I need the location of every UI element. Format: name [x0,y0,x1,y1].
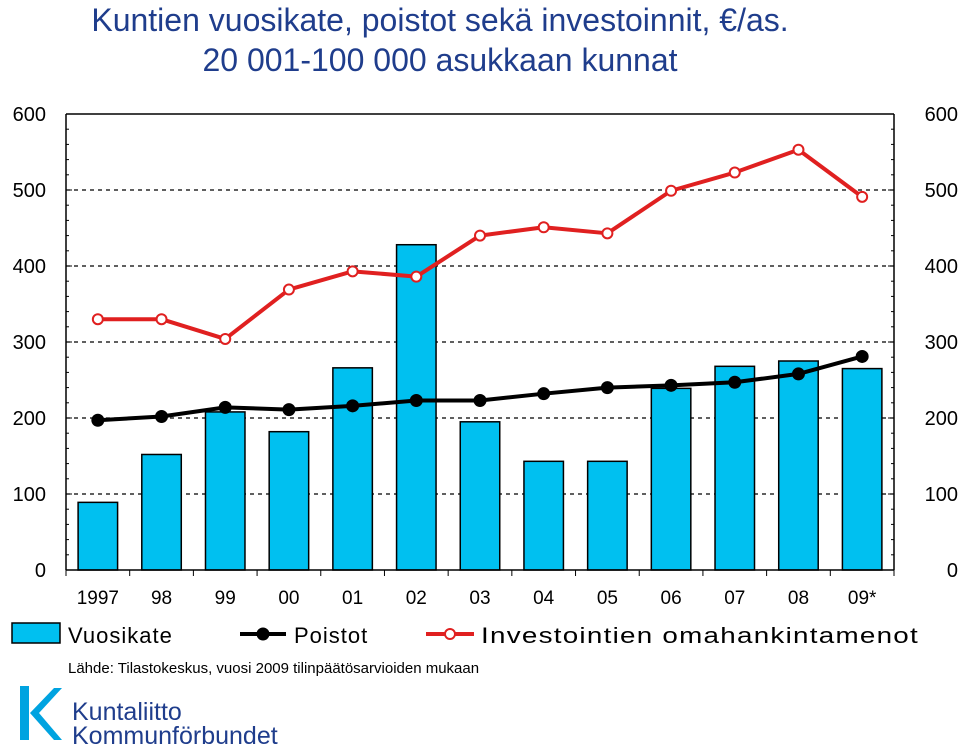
point-poistot-00 [282,403,296,417]
axes [65,113,895,576]
point-poistot-1997 [91,413,105,427]
y-tick-label-left: 500 [13,180,46,202]
y-tick-label-right: 0 [947,560,958,582]
bar-vuosikate-99 [204,411,246,571]
legend-swatch-vuosikate [11,622,61,644]
legend-swatch-poistot-marker [256,627,270,641]
source-note: Lähde: Tilastokeskus, vuosi 2009 tilinpä… [68,660,480,677]
y-tick-label-right: 500 [925,180,958,202]
point-investoinnit-1997 [91,313,104,326]
point-poistot-02 [409,394,423,408]
point-investoinnit-08 [792,143,805,156]
x-tick-label: 1997 [77,588,119,609]
y-tick-label-left: 600 [13,104,46,126]
bar-vuosikate-02 [395,243,437,571]
point-poistot-08 [791,367,805,381]
point-investoinnit-04 [537,221,550,234]
point-investoinnit-00 [282,283,295,296]
y-tick-label-left: 0 [35,560,46,582]
legend: Vuosikate Poistot Investointien omahankint… [11,622,919,648]
x-tick-label: 03 [469,588,490,609]
point-investoinnit-01 [346,265,359,278]
bar-series [77,243,883,571]
bar-vuosikate-06 [650,387,692,571]
line-series [91,143,869,427]
point-poistot-03 [473,394,487,408]
point-poistot-01 [346,399,360,413]
point-investoinnit-07 [728,166,741,179]
legend-label-vuosikate: Vuosikate [68,623,173,648]
point-poistot-09* [855,349,869,363]
chart-subtitle: 20 001-100 000 asukkaan kunnat [202,42,678,78]
x-tick-label: 01 [342,588,363,609]
y-tick-label-left: 300 [13,332,46,354]
point-investoinnit-06 [665,184,678,197]
x-tick-label: 00 [278,588,299,609]
bar-vuosikate-1997 [77,501,119,571]
y-tick-label-right: 100 [925,484,958,506]
legend-label-poistot: Poistot [294,623,368,648]
point-poistot-98 [155,409,169,423]
point-investoinnit-09* [856,190,869,203]
bar-vuosikate-04 [523,460,565,571]
bar-vuosikate-03 [459,421,501,571]
logo-text-line1: Kuntaliitto [72,698,182,726]
x-tick-label: 09* [848,588,877,609]
point-poistot-07 [728,375,742,389]
point-investoinnit-03 [474,229,486,242]
bar-vuosikate-08 [777,360,819,571]
bar-vuosikate-01 [332,367,374,571]
point-poistot-99 [218,400,232,414]
bar-vuosikate-07 [714,365,756,571]
logo-text-line2: Kommunförbundet [72,722,278,750]
x-tick-label: 04 [533,588,555,609]
x-tick-label: 06 [661,588,682,609]
point-investoinnit-02 [410,270,423,283]
y-tick-label-right: 200 [925,408,958,430]
kuntaliitto-logo-icon [20,686,62,740]
bar-vuosikate-00 [268,430,310,571]
legend-label-investoinnit: Investointien omahankintamenot [481,623,919,648]
point-investoinnit-99 [219,332,232,345]
x-tick-label: 08 [788,588,809,609]
bar-vuosikate-05 [586,460,628,571]
point-poistot-04 [537,387,551,401]
point-poistot-06 [664,378,678,392]
point-investoinnit-98 [155,313,168,326]
y-tick-label-left: 400 [13,256,46,278]
legend-swatch-investoinnit-marker [444,628,456,640]
x-tick-label: 07 [724,588,745,609]
x-tick-label: 99 [215,588,236,609]
y-tick-label-left: 200 [13,408,46,430]
y-tick-label-left: 100 [13,484,46,506]
bar-vuosikate-98 [141,453,183,571]
y-tick-label-right: 400 [925,256,958,278]
line-investoinnit [97,147,864,341]
x-tick-label: 98 [151,588,172,609]
y-tick-label-right: 600 [925,104,958,126]
bar-vuosikate-09* [841,367,883,571]
x-tick-label: 02 [406,588,427,609]
grid-lines [66,189,894,495]
point-investoinnit-05 [601,227,614,240]
chart-title: Kuntien vuosikate, poistot sekä investoi… [91,2,789,38]
point-poistot-05 [600,381,614,395]
y-tick-label-right: 300 [925,332,958,354]
x-tick-label: 05 [597,588,618,609]
